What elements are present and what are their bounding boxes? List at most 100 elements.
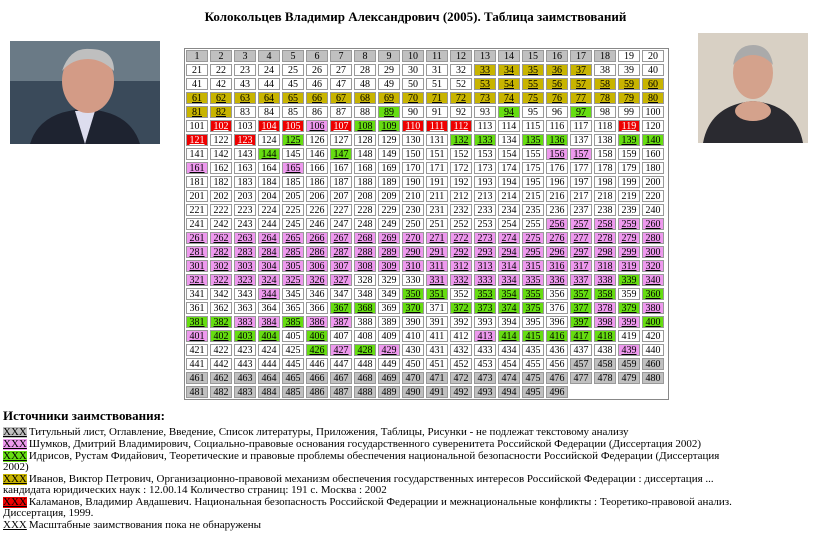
page-cell: 475 [522,372,544,384]
page-cell: 469 [378,372,400,384]
page-cell: 482 [210,386,232,398]
page-cell: 465 [282,372,304,384]
page-cell: 33 [474,64,496,76]
page-cell: 262 [210,232,232,244]
page-cell: 299 [618,246,640,258]
page-cell: 392 [450,316,472,328]
page-cell: 249 [378,218,400,230]
page-cell: 302 [210,260,232,272]
page-cell: 327 [330,274,352,286]
page-cell: 119 [618,120,640,132]
page-cell: 199 [618,176,640,188]
page-cell: 265 [282,232,304,244]
page-cell: 118 [594,120,616,132]
page-cell: 313 [474,260,496,272]
page-cell: 421 [186,344,208,356]
page-cell: 41 [186,78,208,90]
page-cell: 324 [258,274,280,286]
page-cell: 143 [234,148,256,160]
page-cell: 165 [282,162,304,174]
page-cell: 305 [282,260,304,272]
page-cell: 290 [402,246,424,258]
legend-swatch: XXX [3,438,27,450]
page-cell: 276 [546,232,568,244]
page-cell: 436 [546,344,568,356]
page-cell: 11 [426,50,448,62]
page-cell: 21 [186,64,208,76]
page-cell: 238 [594,204,616,216]
page-cell: 57 [570,78,592,90]
page-cell: 69 [378,92,400,104]
page-cell: 151 [426,148,448,160]
page-cell: 272 [450,232,472,244]
page-cell: 462 [210,372,232,384]
page-cell: 309 [378,260,400,272]
page-cell: 438 [594,344,616,356]
page-cell: 20 [642,50,664,62]
page-cell: 32 [450,64,472,76]
page-cell: 147 [330,148,352,160]
legend-swatch: XXX [3,450,27,462]
page-cell: 49 [378,78,400,90]
page-cell: 172 [450,162,472,174]
page-cell: 200 [642,176,664,188]
page-cell: 250 [402,218,424,230]
page-cell: 466 [306,372,328,384]
page-cell: 213 [474,190,496,202]
page-cell: 241 [186,218,208,230]
page-cell: 52 [450,78,472,90]
page-cell: 158 [594,148,616,160]
page-cell: 136 [546,134,568,146]
page-cell: 114 [498,120,520,132]
page-cell: 89 [378,106,400,118]
page-cell: 366 [306,302,328,314]
page-cell: 59 [618,78,640,90]
legend-text: Масштабные заимствования пока не обнаруж… [28,519,261,531]
page-cell: 227 [330,204,352,216]
page-cell: 476 [546,372,568,384]
page-cell: 76 [546,92,568,104]
page-cell: 6 [306,50,328,62]
page-cell: 391 [426,316,448,328]
page-cell: 340 [642,274,664,286]
page-cell: 363 [234,302,256,314]
page-cell: 279 [618,232,640,244]
page-cell: 411 [426,330,448,342]
page-cell: 351 [426,288,448,300]
page-cell: 148 [354,148,376,160]
page-cell: 274 [498,232,520,244]
page-cell: 464 [258,372,280,384]
page-cell: 368 [354,302,376,314]
page-cell: 160 [642,148,664,160]
page-cell: 37 [570,64,592,76]
page-cell: 270 [402,232,424,244]
page-cell: 286 [306,246,328,258]
page-cell: 5 [282,50,304,62]
page-cell: 237 [570,204,592,216]
page-cell: 225 [282,204,304,216]
page-cell: 393 [474,316,496,328]
page-cell: 417 [570,330,592,342]
page-cell: 339 [618,274,640,286]
legend-entry: XXX Титульный лист, Оглавление, Введение,… [3,427,743,438]
page-cell: 102 [210,120,232,132]
page-cell: 214 [498,190,520,202]
page-cell: 317 [570,260,592,272]
page-cell: 251 [426,218,448,230]
legend-text: Каламанов, Владимир Авдашевич. Националь… [3,496,732,519]
page-cell: 53 [474,78,496,90]
page-cell: 361 [186,302,208,314]
page-cell: 352 [450,288,472,300]
page-cell: 356 [546,288,568,300]
page-cell: 104 [258,120,280,132]
page-cell: 145 [282,148,304,160]
page-cell: 67 [330,92,352,104]
page-cell: 269 [378,232,400,244]
page-cell: 150 [402,148,424,160]
page-cell: 282 [210,246,232,258]
page-cell: 105 [282,120,304,132]
page-cell: 357 [570,288,592,300]
page-cell: 291 [426,246,448,258]
page-cell: 273 [474,232,496,244]
page-cell: 406 [306,330,328,342]
